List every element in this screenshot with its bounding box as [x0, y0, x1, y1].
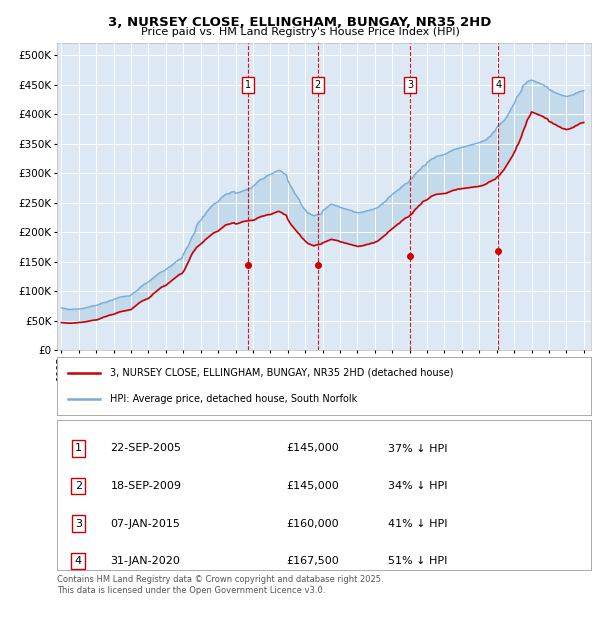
Text: 4: 4: [495, 80, 501, 90]
Text: Contains HM Land Registry data © Crown copyright and database right 2025.
This d: Contains HM Land Registry data © Crown c…: [57, 575, 383, 595]
Text: £145,000: £145,000: [287, 443, 340, 453]
Text: 37% ↓ HPI: 37% ↓ HPI: [388, 443, 448, 453]
Text: 51% ↓ HPI: 51% ↓ HPI: [388, 556, 448, 566]
Text: £160,000: £160,000: [287, 518, 339, 528]
Text: £145,000: £145,000: [287, 481, 340, 491]
Text: 2: 2: [314, 80, 321, 90]
Text: 22-SEP-2005: 22-SEP-2005: [110, 443, 181, 453]
Text: 31-JAN-2020: 31-JAN-2020: [110, 556, 180, 566]
Text: 18-SEP-2009: 18-SEP-2009: [110, 481, 181, 491]
Text: £167,500: £167,500: [287, 556, 340, 566]
Text: 4: 4: [75, 556, 82, 566]
Text: 3, NURSEY CLOSE, ELLINGHAM, BUNGAY, NR35 2HD: 3, NURSEY CLOSE, ELLINGHAM, BUNGAY, NR35…: [109, 16, 491, 29]
Text: 3: 3: [407, 80, 413, 90]
Text: 1: 1: [245, 80, 251, 90]
Text: 07-JAN-2015: 07-JAN-2015: [110, 518, 180, 528]
Text: 3: 3: [75, 518, 82, 528]
Text: 41% ↓ HPI: 41% ↓ HPI: [388, 518, 448, 528]
Text: 1: 1: [75, 443, 82, 453]
Text: 34% ↓ HPI: 34% ↓ HPI: [388, 481, 448, 491]
Text: Price paid vs. HM Land Registry's House Price Index (HPI): Price paid vs. HM Land Registry's House …: [140, 27, 460, 37]
Text: 2: 2: [75, 481, 82, 491]
Text: HPI: Average price, detached house, South Norfolk: HPI: Average price, detached house, Sout…: [110, 394, 358, 404]
Text: 3, NURSEY CLOSE, ELLINGHAM, BUNGAY, NR35 2HD (detached house): 3, NURSEY CLOSE, ELLINGHAM, BUNGAY, NR35…: [110, 368, 454, 378]
